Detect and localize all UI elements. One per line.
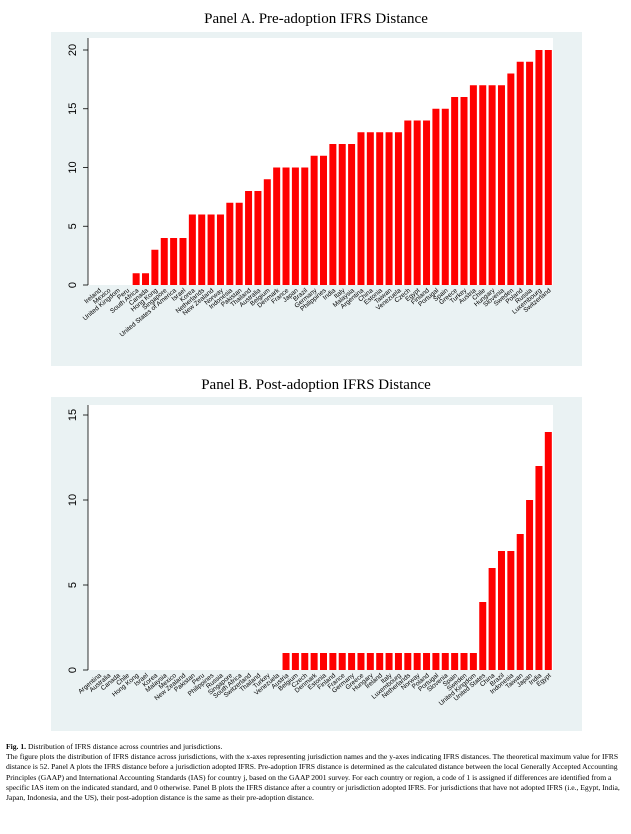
bar — [469, 653, 477, 670]
bar — [544, 50, 552, 285]
bar — [170, 238, 178, 285]
bar — [516, 61, 524, 285]
bar — [348, 653, 356, 670]
bar — [310, 653, 318, 670]
bar — [207, 214, 215, 285]
figure: Panel A. Pre-adoption IFRS Distance 0 5 10 1… — [51, 11, 582, 731]
bar — [132, 273, 140, 285]
caption-title: Distribution of IFRS distance across cou… — [27, 742, 223, 751]
bar — [329, 144, 337, 285]
bar — [151, 249, 159, 285]
bar — [432, 653, 440, 670]
bar — [273, 167, 281, 285]
bar — [198, 214, 206, 285]
caption-text: The figure plots the distribution of IFR… — [6, 752, 620, 803]
bar — [245, 191, 253, 285]
bar — [404, 120, 412, 285]
y-tick-label: 20 — [67, 44, 79, 56]
bar — [497, 85, 505, 285]
bar — [441, 108, 449, 285]
bar — [460, 97, 468, 285]
plot-area — [88, 405, 553, 670]
y-tick-label: 0 — [67, 667, 79, 673]
bar — [394, 132, 402, 285]
y-tick-label: 0 — [67, 282, 79, 288]
bar — [394, 653, 402, 670]
bar — [479, 85, 487, 285]
bar — [451, 97, 459, 285]
bar — [357, 653, 365, 670]
bar — [376, 653, 384, 670]
caption: Fig. 1. Distribution of IFRS distance ac… — [6, 742, 626, 803]
bar — [385, 653, 393, 670]
bar — [376, 132, 384, 285]
bar — [497, 551, 505, 670]
bar — [301, 167, 309, 285]
y-tick-label: 5 — [67, 582, 79, 588]
panel-title: Panel B. Post-adoption IFRS Distance — [201, 377, 431, 393]
bar — [507, 551, 515, 670]
bar — [404, 653, 412, 670]
bar — [451, 653, 459, 670]
y-tick-label: 5 — [67, 223, 79, 229]
y-tick-label: 10 — [67, 494, 79, 506]
y-tick-label: 10 — [67, 161, 79, 173]
bar — [423, 653, 431, 670]
bar — [413, 653, 421, 670]
bar — [226, 202, 234, 285]
bar — [357, 132, 365, 285]
bar — [469, 85, 477, 285]
bar — [320, 155, 327, 285]
bar — [282, 167, 290, 285]
bar — [423, 120, 431, 285]
bar — [432, 108, 440, 285]
bar — [263, 179, 271, 285]
y-tick-label: 15 — [67, 409, 79, 421]
bar — [544, 432, 552, 670]
bar — [338, 653, 346, 670]
bar — [235, 202, 243, 285]
bar — [526, 61, 534, 285]
bar — [366, 653, 374, 670]
caption-label: Fig. 1. — [6, 742, 27, 751]
bar — [329, 653, 337, 670]
bar — [301, 653, 309, 670]
bar — [479, 602, 487, 670]
y-tick-label: 15 — [67, 103, 79, 115]
bar — [291, 167, 299, 285]
bar — [488, 568, 496, 670]
bar — [526, 500, 534, 670]
bar — [310, 155, 318, 285]
bar — [460, 653, 468, 670]
bar — [488, 85, 496, 285]
bar — [385, 132, 393, 285]
bar — [188, 214, 196, 285]
bar — [413, 120, 421, 285]
bar — [179, 238, 187, 285]
bar — [535, 466, 543, 670]
bar — [320, 653, 327, 670]
bar — [254, 191, 262, 285]
bar — [142, 273, 150, 285]
bar — [516, 534, 524, 670]
bar — [348, 144, 356, 285]
panel-title: Panel A. Pre-adoption IFRS Distance — [204, 11, 428, 27]
bar — [282, 653, 290, 670]
bar — [507, 73, 515, 285]
bar — [535, 50, 543, 285]
bar — [216, 214, 224, 285]
bar — [291, 653, 299, 670]
bar — [160, 238, 168, 285]
bar — [441, 653, 449, 670]
bar — [338, 144, 346, 285]
bar — [366, 132, 374, 285]
